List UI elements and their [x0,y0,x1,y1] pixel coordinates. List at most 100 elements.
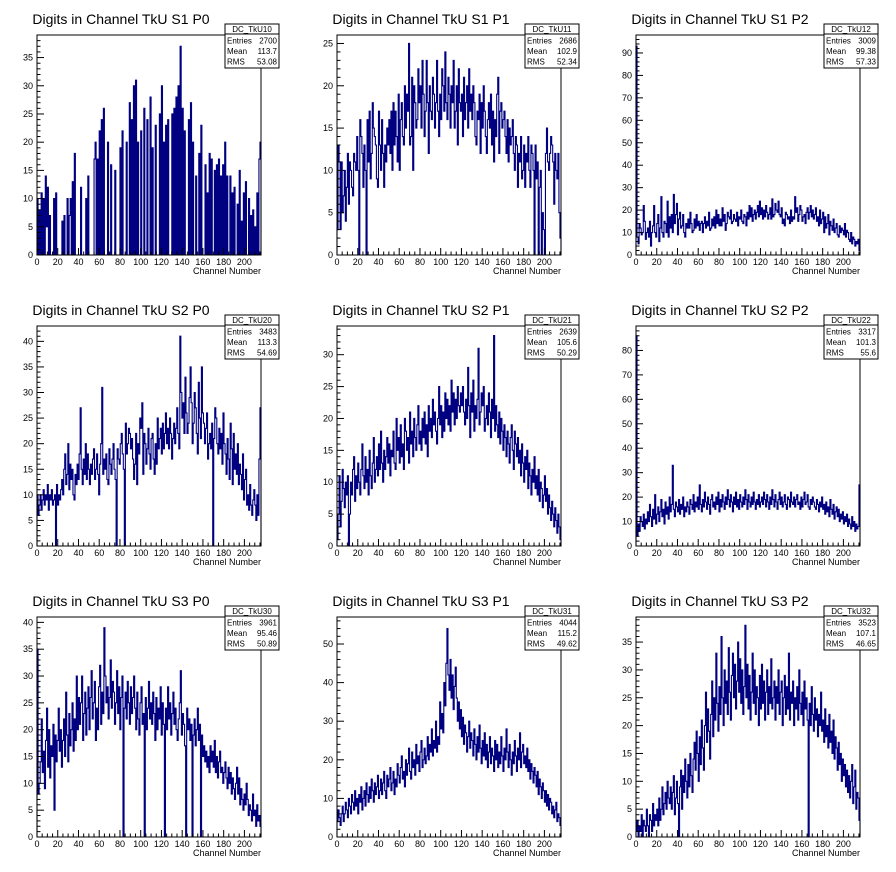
x-axis-label: Channel Number [493,266,561,276]
y-tick-label: 10 [23,194,33,204]
histogram-panel: Digits in Channel TkU S3 P1 0 20 40 60 80 100 1… [300,582,596,872]
y-tick-label: 30 [23,671,33,681]
y-tick-label: 25 [23,698,33,708]
stats-value: 52.34 [557,58,578,67]
stats-label: RMS [527,58,545,67]
y-tick-label: 10 [323,165,333,175]
x-tick-label: 0 [334,257,339,267]
x-tick-label: 140 [175,257,190,267]
x-axis-label: Channel Number [193,557,261,567]
x-tick-label: 160 [195,839,210,849]
x-tick-label: 140 [475,548,490,558]
plot-frame [36,616,262,838]
x-tick-label: 40 [373,548,383,558]
y-tick-label: 25 [323,38,333,48]
x-tick-label: 20 [652,839,662,849]
stats-title: DC_TkU31 [532,607,572,616]
plot-frame [36,34,262,256]
x-tick-label: 180 [216,548,231,558]
stats-box [224,314,280,360]
y-tick-label: 70 [622,93,632,103]
x-tick-label: 40 [373,839,383,849]
histogram-line [336,42,562,256]
stats-value: 2686 [559,37,577,46]
y-tick-label: 80 [622,345,632,355]
x-tick-label: 160 [195,548,210,558]
stats-box [823,23,879,69]
x-tick-label: 160 [794,839,809,849]
y-tick-label: 0 [28,250,33,260]
stats-label: Mean [527,47,547,56]
stats-title: DC_TkU22 [831,316,871,325]
y-tick-label: 35 [23,644,33,654]
x-tick-label: 140 [475,839,490,849]
y-tick-label: 40 [622,160,632,170]
y-tick-label: 10 [622,517,632,527]
x-tick-label: 60 [693,839,703,849]
y-tick-label: 40 [622,443,632,453]
stats-value: 55.6 [860,349,876,358]
x-tick-label: 160 [794,548,809,558]
y-tick-label: 0 [328,250,333,260]
x-tick-label: 160 [195,257,210,267]
y-tick-label: 25 [23,413,33,423]
x-tick-label: 20 [652,257,662,267]
y-tick-label: 30 [622,665,632,675]
stats-label: Entries [527,328,552,337]
stats-label: RMS [227,640,245,649]
y-tick-label: 80 [622,70,632,80]
histogram-panel: Digits in Channel TkU S2 P2 0 20 40 60 80 100 1… [599,291,895,581]
chart-title: Digits in Channel TkU S1 P2 [631,11,808,27]
stats-title: DC_TkU20 [232,316,272,325]
stats-title: DC_TkU30 [232,607,272,616]
x-tick-label: 100 [433,839,448,849]
chart-title: Digits in Channel TkU S1 P0 [32,11,209,27]
y-tick-label: 0 [328,832,333,842]
x-tick-label: 100 [732,257,747,267]
y-tick-label: 20 [23,725,33,735]
y-tick-label: 20 [323,81,333,91]
x-tick-label: 200 [537,839,552,849]
stats-label: Mean [527,629,547,638]
x-tick-label: 200 [237,839,252,849]
y-tick-label: 30 [622,183,632,193]
stats-value: 2639 [559,328,577,337]
y-tick-label: 35 [23,362,33,372]
x-tick-label: 20 [353,548,363,558]
x-tick-label: 160 [495,548,510,558]
x-tick-label: 40 [373,257,383,267]
histogram-line [36,627,262,838]
stats-box [524,314,580,360]
stats-label: Mean [227,629,247,638]
y-tick-label: 35 [622,637,632,647]
histogram-panel: Digits in Channel TkU S1 P2 0 20 40 60 80 100 1… [599,0,895,290]
x-axis-label: Channel Number [792,848,860,858]
x-tick-label: 140 [774,548,789,558]
x-tick-label: 120 [154,839,169,849]
y-tick-label: 5 [28,515,33,525]
y-tick-label: 10 [622,776,632,786]
x-tick-label: 140 [475,257,490,267]
stats-value: 3483 [259,328,277,337]
y-tick-label: 20 [622,721,632,731]
stats-value: 115.2 [558,629,578,638]
stats-box [524,605,580,651]
x-tick-label: 140 [774,839,789,849]
stats-label: Mean [826,338,846,347]
x-tick-label: 40 [73,839,83,849]
y-tick-label: 15 [23,752,33,762]
y-tick-label: 90 [622,48,632,58]
x-tick-label: 40 [672,257,682,267]
stats-label: Entries [227,37,252,46]
stats-label: RMS [227,349,245,358]
y-tick-label: 5 [627,804,632,814]
y-tick-label: 15 [622,748,632,758]
stats-value: 2700 [259,37,277,46]
histogram-line [635,335,861,546]
stats-value: 3523 [858,619,876,628]
x-tick-label: 0 [633,257,638,267]
x-tick-label: 0 [34,839,39,849]
x-tick-label: 120 [454,839,469,849]
histogram-panel: Digits in Channel TkU S3 P0 0 20 40 60 80 100 1… [0,582,296,872]
y-tick-label: 50 [323,639,333,649]
